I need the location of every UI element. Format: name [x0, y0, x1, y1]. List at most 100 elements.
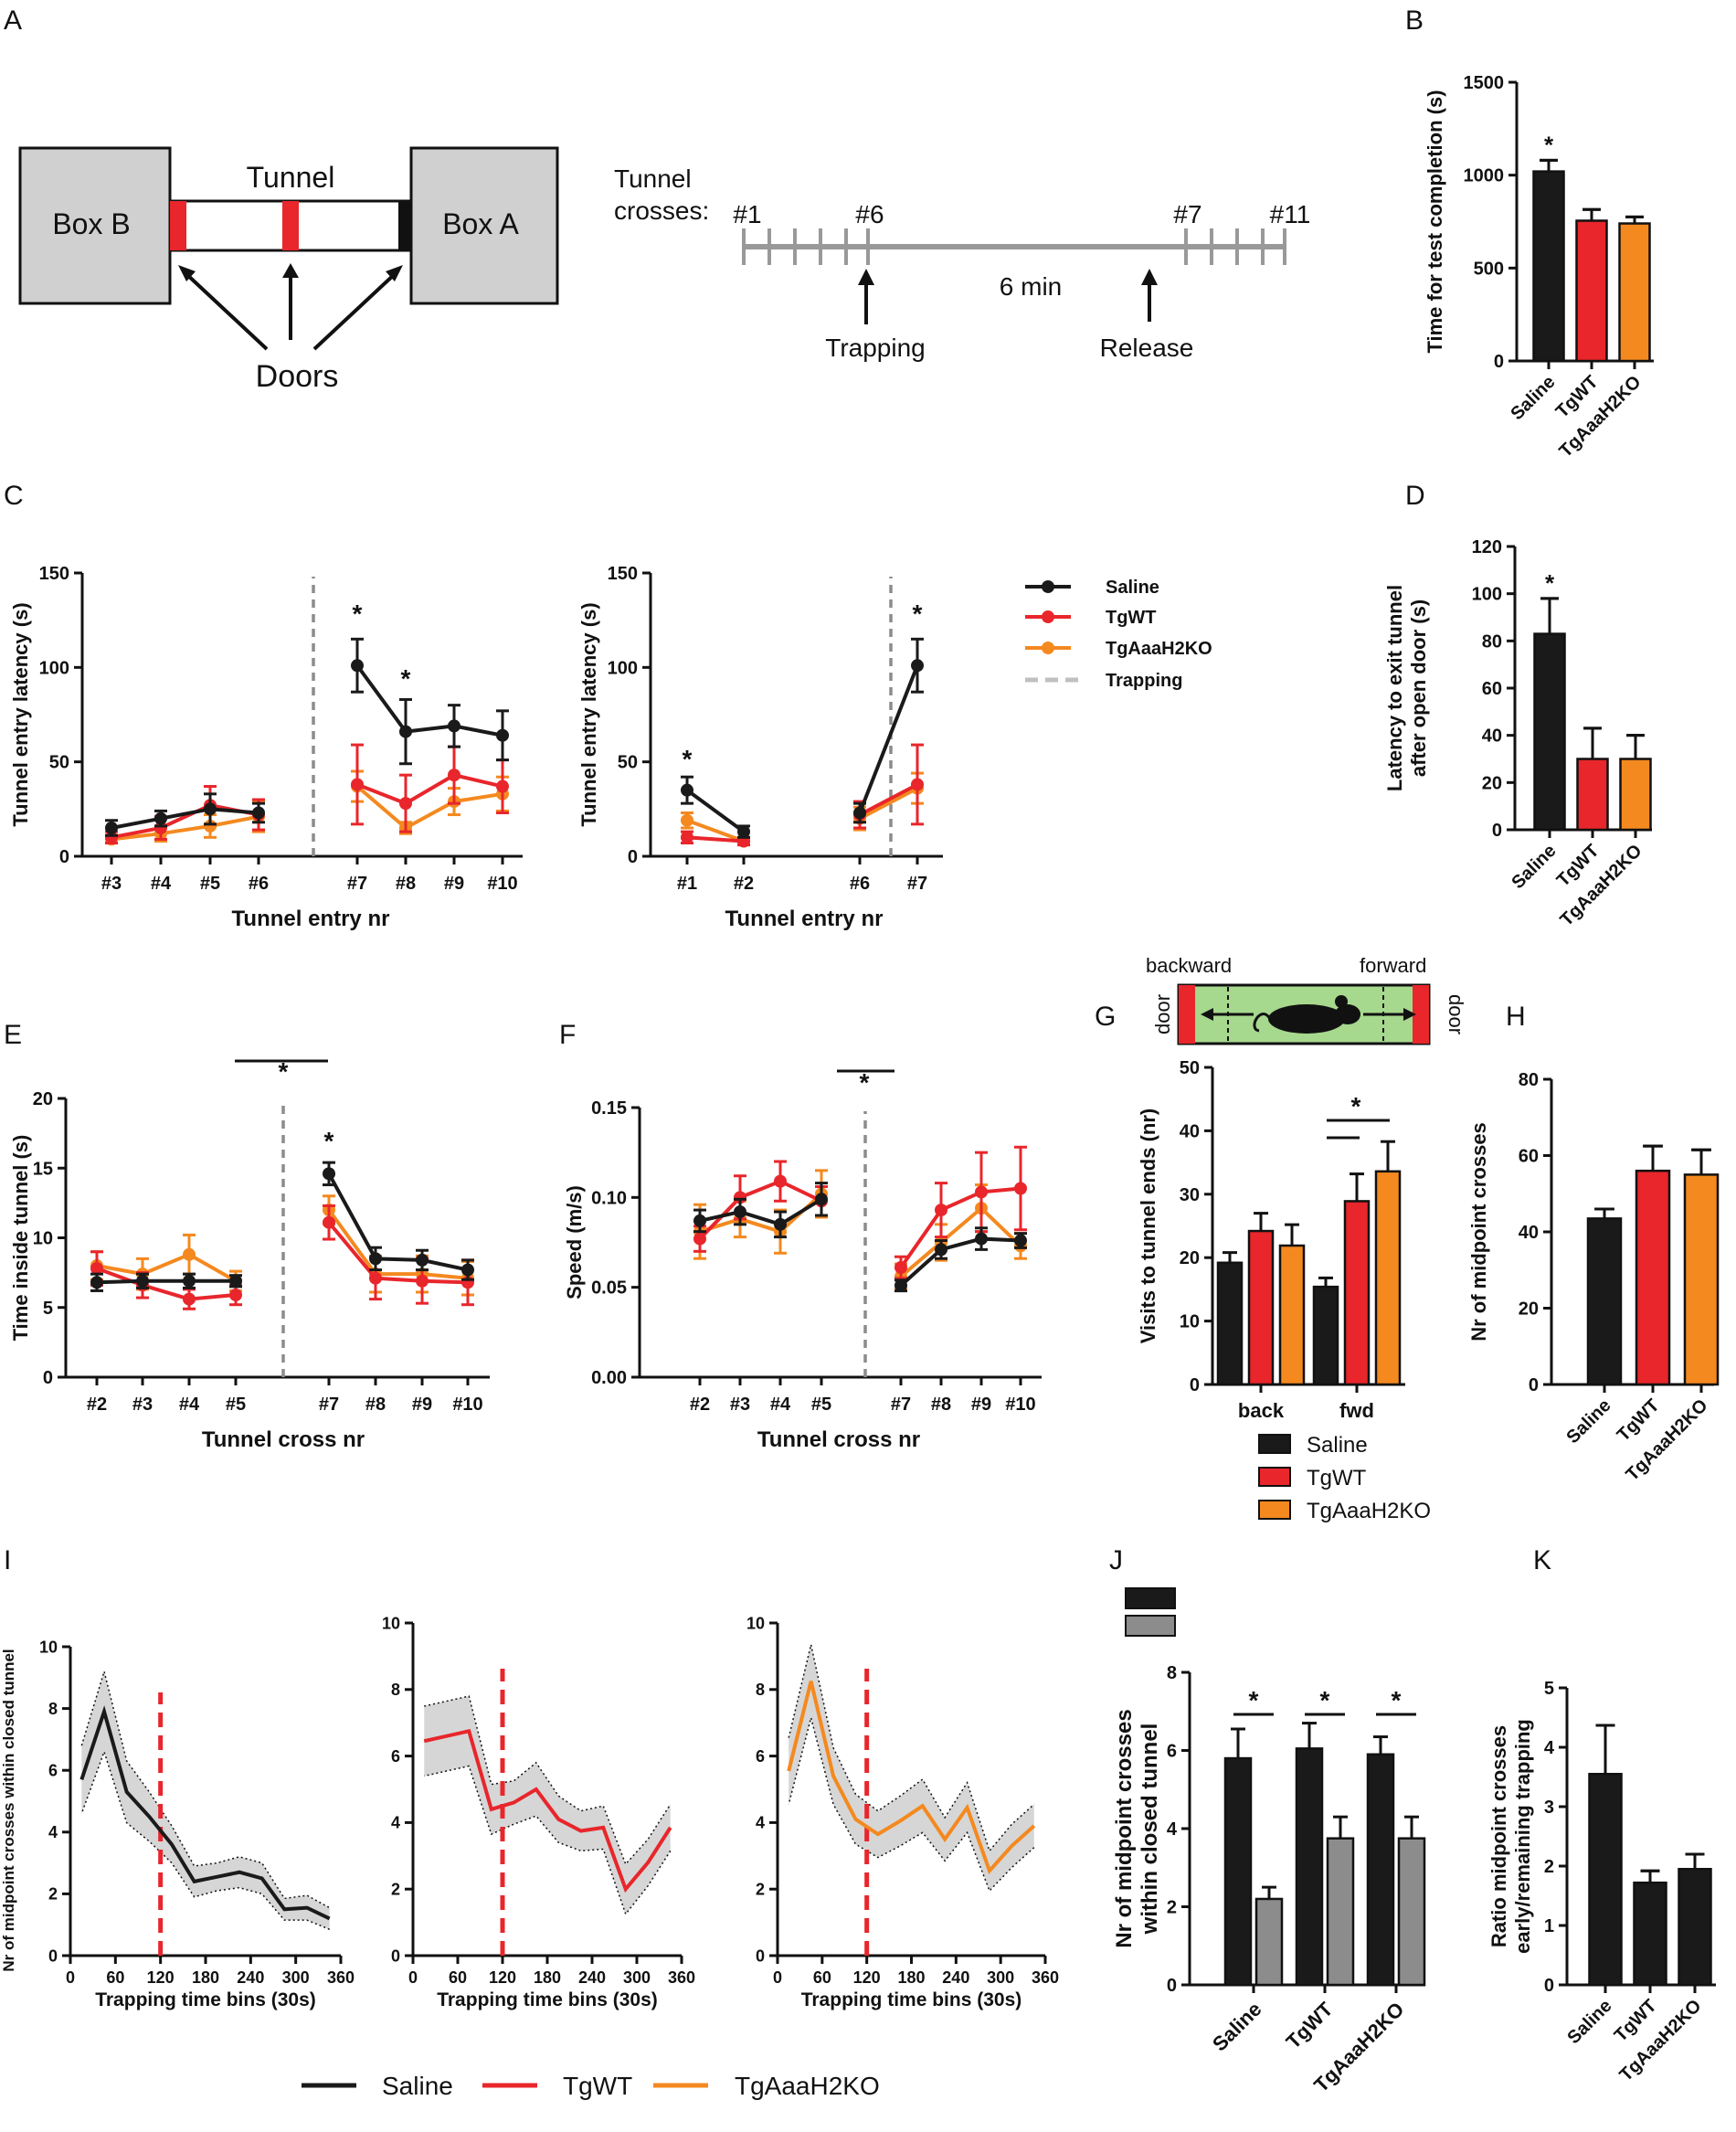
y-tick-label: 0 — [1529, 1375, 1539, 1395]
y-tick-label: 20 — [1482, 773, 1502, 793]
y-axis-label: Nr of midpoint crosses — [1112, 1709, 1137, 1947]
bar-tgwt — [1576, 758, 1609, 832]
legend-tgaaa-label: TgAaaH2KO — [1106, 639, 1212, 659]
x-tick-label: #6 — [850, 874, 870, 894]
x-tick-label: 360 — [668, 1968, 695, 1987]
legend-marker-saline — [1042, 580, 1054, 593]
legend-c: Saline TgWT TgAaaH2KO Trapping — [1025, 578, 1212, 691]
data-point-tgwt — [693, 1232, 706, 1246]
panel-label-f: F — [559, 1020, 576, 1050]
bar-tgaaah2ko — [1678, 1868, 1712, 1987]
x-tick-label: 240 — [578, 1968, 606, 1987]
bar-tgaaah2ko — [1618, 222, 1651, 363]
x-tick-label: Saline — [1507, 372, 1559, 424]
bar-tgwt — [1575, 219, 1608, 363]
data-point-saline — [252, 806, 265, 820]
timeline-ticks — [742, 228, 1286, 265]
significance-star: * — [1544, 131, 1554, 158]
data-point-saline — [734, 1205, 746, 1219]
y-tick-label: 1 — [1544, 1916, 1554, 1936]
diagram-door-front — [1413, 985, 1429, 1044]
data-point-tgwt — [351, 778, 364, 791]
bar-tgaaah2ko — [1278, 1244, 1306, 1386]
panel-label-b: B — [1405, 5, 1424, 36]
duration-label: 6 min — [1000, 272, 1062, 301]
chart-g: 0 10 20 30 40 50 Visits to tunnel ends (nr) bac… — [1137, 1058, 1405, 1422]
y-axis-label: Tunnel entry latency (s) — [9, 602, 32, 826]
timeline-title-line1: Tunnel — [614, 164, 692, 193]
data-point-saline — [693, 1214, 706, 1227]
legend-i: Saline TgWT TgAaaH2KO — [302, 2072, 880, 2100]
timeline-label-11: #11 — [1270, 200, 1311, 228]
sem-band-lower — [788, 1717, 1035, 1893]
y-tick-label: 10 — [382, 1614, 400, 1632]
significance-star: * — [860, 1068, 870, 1097]
x-tick-label: #3 — [101, 874, 122, 894]
y-axis-label: early/remaining trapping — [1511, 1719, 1534, 1954]
y-tick-label: 2 — [48, 1885, 58, 1904]
sem-band-lower — [424, 1765, 672, 1916]
x-tick-label: 300 — [987, 1968, 1014, 1987]
significance-star: * — [1249, 1686, 1259, 1714]
data-point-saline — [911, 659, 924, 673]
data-point-saline — [154, 811, 167, 825]
series-line-tgaaah2ko — [355, 785, 503, 831]
data-point-saline — [351, 659, 364, 673]
legend-saline-label: Saline — [1106, 578, 1159, 598]
y-tick-label: 0 — [391, 1946, 400, 1965]
tunnel-label: Tunnel — [247, 161, 335, 194]
y-tick-label: 10 — [746, 1614, 765, 1632]
bar-tgaaah2ko — [1683, 1173, 1720, 1386]
bar-early — [1223, 1756, 1253, 1987]
y-axis-label: within closed tunnel — [1138, 1724, 1162, 1936]
data-point-tgwt — [323, 1215, 335, 1229]
data-point-saline — [853, 806, 866, 820]
diagram-door-label-left: door — [1151, 994, 1174, 1034]
data-point-tgwt — [774, 1174, 787, 1188]
series-line-saline — [111, 807, 259, 830]
x-tick-label: 180 — [897, 1968, 925, 1987]
data-point-saline — [416, 1253, 429, 1267]
panel-label-i: I — [4, 1545, 11, 1575]
sem-band-upper — [424, 1695, 672, 1866]
bar-saline — [1586, 1217, 1623, 1386]
y-tick-label: 5 — [43, 1299, 53, 1319]
x-axis-label: Tunnel entry nr — [725, 907, 884, 931]
y-tick-label: 0.00 — [591, 1368, 627, 1388]
diagram-backward-label: backward — [1146, 954, 1232, 977]
diagram-door-label-right: door — [1445, 994, 1467, 1034]
y-tick-label: 0 — [1494, 352, 1504, 372]
data-point-tgaaah2ko — [183, 1247, 196, 1261]
chart-f: 0.00 0.05 0.10 0.15 Speed (m/s) Tunnel cross … — [563, 1068, 1042, 1452]
series-line-tgaaah2ko — [111, 814, 259, 842]
chart-c2: 0 50 100 150 Tunnel entry latency (s) Tunnel … — [577, 564, 943, 931]
door-arrowhead-middle — [282, 263, 299, 278]
data-point-tgwt — [1014, 1182, 1027, 1195]
series-line-tgaaah2ko — [699, 1192, 823, 1234]
y-tick-label: 0.15 — [591, 1098, 627, 1119]
series-line-tgaaah2ko — [899, 1205, 1022, 1278]
x-axis-label: Tunnel cross nr — [202, 1427, 365, 1452]
x-tick-label: #10 — [487, 874, 517, 894]
y-tick-label: 4 — [48, 1823, 58, 1841]
x-tick-label: Saline — [1563, 1996, 1615, 2048]
x-tick-label: #7 — [891, 1395, 911, 1415]
x-tick-label: #3 — [132, 1395, 153, 1415]
chart-j: 0 2 4 6 8 Nr of midpoint crosses within closed… — [1112, 1663, 1426, 2096]
x-tick-label: #2 — [87, 1395, 107, 1415]
x-axis-label: Trapping time bins (30s) — [95, 1989, 316, 2010]
y-tick-label: 4 — [1544, 1738, 1555, 1758]
panel-label-a: A — [4, 5, 22, 36]
diagram-door-back — [1179, 985, 1195, 1044]
data-point-tgwt — [369, 1271, 382, 1285]
significance-star: * — [1320, 1686, 1330, 1714]
x-tick-label: TgWT — [1282, 1997, 1338, 2052]
legend-g-tgwt-swatch — [1258, 1467, 1291, 1487]
x-axis-label: Tunnel entry nr — [232, 907, 390, 931]
x-tick-label: #8 — [396, 874, 416, 894]
significance-star: * — [1545, 569, 1555, 597]
y-tick-label: 6 — [756, 1747, 765, 1766]
bar-tgwt — [1633, 1881, 1667, 1987]
x-tick-label: #5 — [200, 874, 220, 894]
y-tick-label: 10 — [39, 1638, 58, 1656]
